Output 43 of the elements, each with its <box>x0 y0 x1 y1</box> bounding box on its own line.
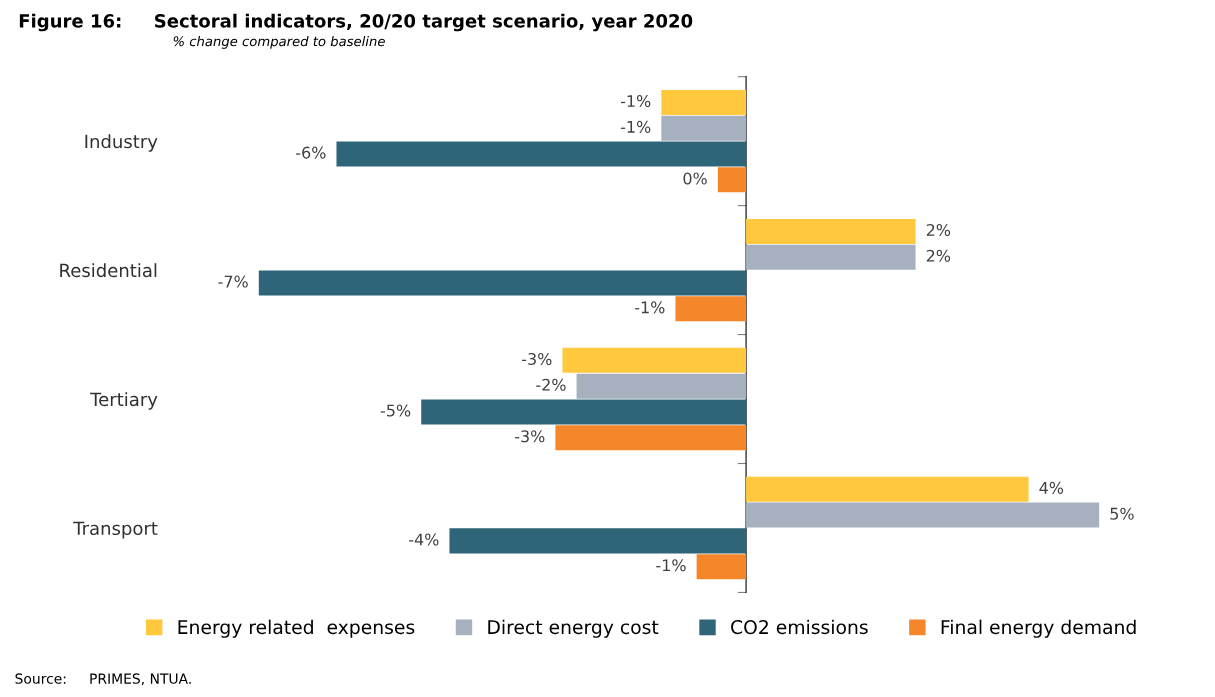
y-tick-label: Tertiary <box>90 392 158 410</box>
data-label: -4% <box>409 533 439 546</box>
data-label: -1% <box>635 301 665 314</box>
bar <box>696 554 747 580</box>
bar <box>258 270 747 296</box>
bar <box>746 218 916 244</box>
bar <box>746 502 1100 528</box>
data-label: -1% <box>620 120 651 133</box>
legend-label: Direct energy cost <box>488 619 659 638</box>
data-label: 5% <box>1110 507 1134 520</box>
data-label: 2% <box>926 249 951 262</box>
chart-subtitle: % change compared to baseline <box>173 36 385 49</box>
bar <box>675 296 747 322</box>
source-note: Source: PRIMES, NTUA. <box>15 673 191 686</box>
y-tick-label: Transport <box>73 521 158 539</box>
legend-label: CO2 emissions <box>731 619 868 635</box>
bar <box>746 244 916 270</box>
bar <box>717 167 747 193</box>
y-tick-label: Residential <box>60 263 157 278</box>
data-label: -7% <box>218 275 248 288</box>
data-label: -5% <box>380 404 411 417</box>
chart-title: Figure 16: Sectoral indicators, 20/20 target scenario, year 2020 <box>19 13 693 32</box>
bar <box>336 141 747 167</box>
legend-label: Final energy demand <box>941 619 1136 638</box>
data-label: -2% <box>536 378 566 391</box>
data-label: 4% <box>1039 481 1064 494</box>
bar <box>562 347 747 373</box>
y-tick-label: Industry <box>85 134 158 152</box>
bar <box>576 373 747 399</box>
data-label: -3% <box>522 352 552 365</box>
bar <box>449 528 747 554</box>
data-label: -3% <box>514 430 545 443</box>
data-label: 2% <box>926 223 951 237</box>
bar <box>661 115 747 141</box>
data-label: -1% <box>620 95 651 108</box>
data-label: -6% <box>296 146 326 159</box>
bar <box>555 425 747 451</box>
legend-label: Energy related expenses <box>178 619 415 638</box>
bar <box>746 476 1029 502</box>
bar <box>421 399 747 425</box>
data-label: 0% <box>683 172 707 185</box>
bar <box>661 89 747 115</box>
data-label: -1% <box>656 559 686 572</box>
